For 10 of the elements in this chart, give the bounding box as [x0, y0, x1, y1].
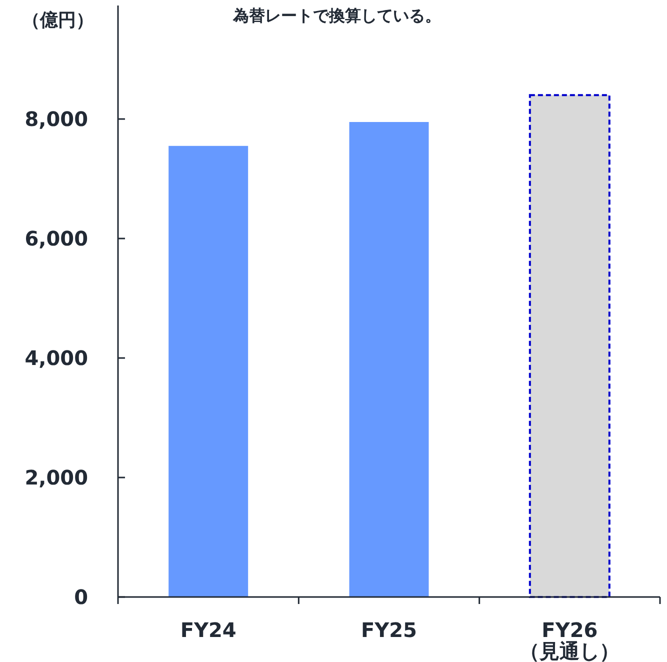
y-tick-label: 6,000	[24, 226, 88, 251]
y-tick-label: 8,000	[24, 107, 88, 132]
y-tick-label: 0	[74, 585, 88, 609]
y-tick-label: 4,000	[24, 346, 88, 370]
x-tick-label: FY26 （見通し）	[520, 618, 620, 662]
y-axis-title: （億円）	[22, 10, 94, 31]
x-tick-label: FY25	[361, 618, 417, 642]
x-tick-label: FY24	[180, 618, 236, 642]
y-tick-label: 2,000	[24, 466, 88, 490]
annotation: 為替レートで換算している。	[232, 6, 441, 25]
